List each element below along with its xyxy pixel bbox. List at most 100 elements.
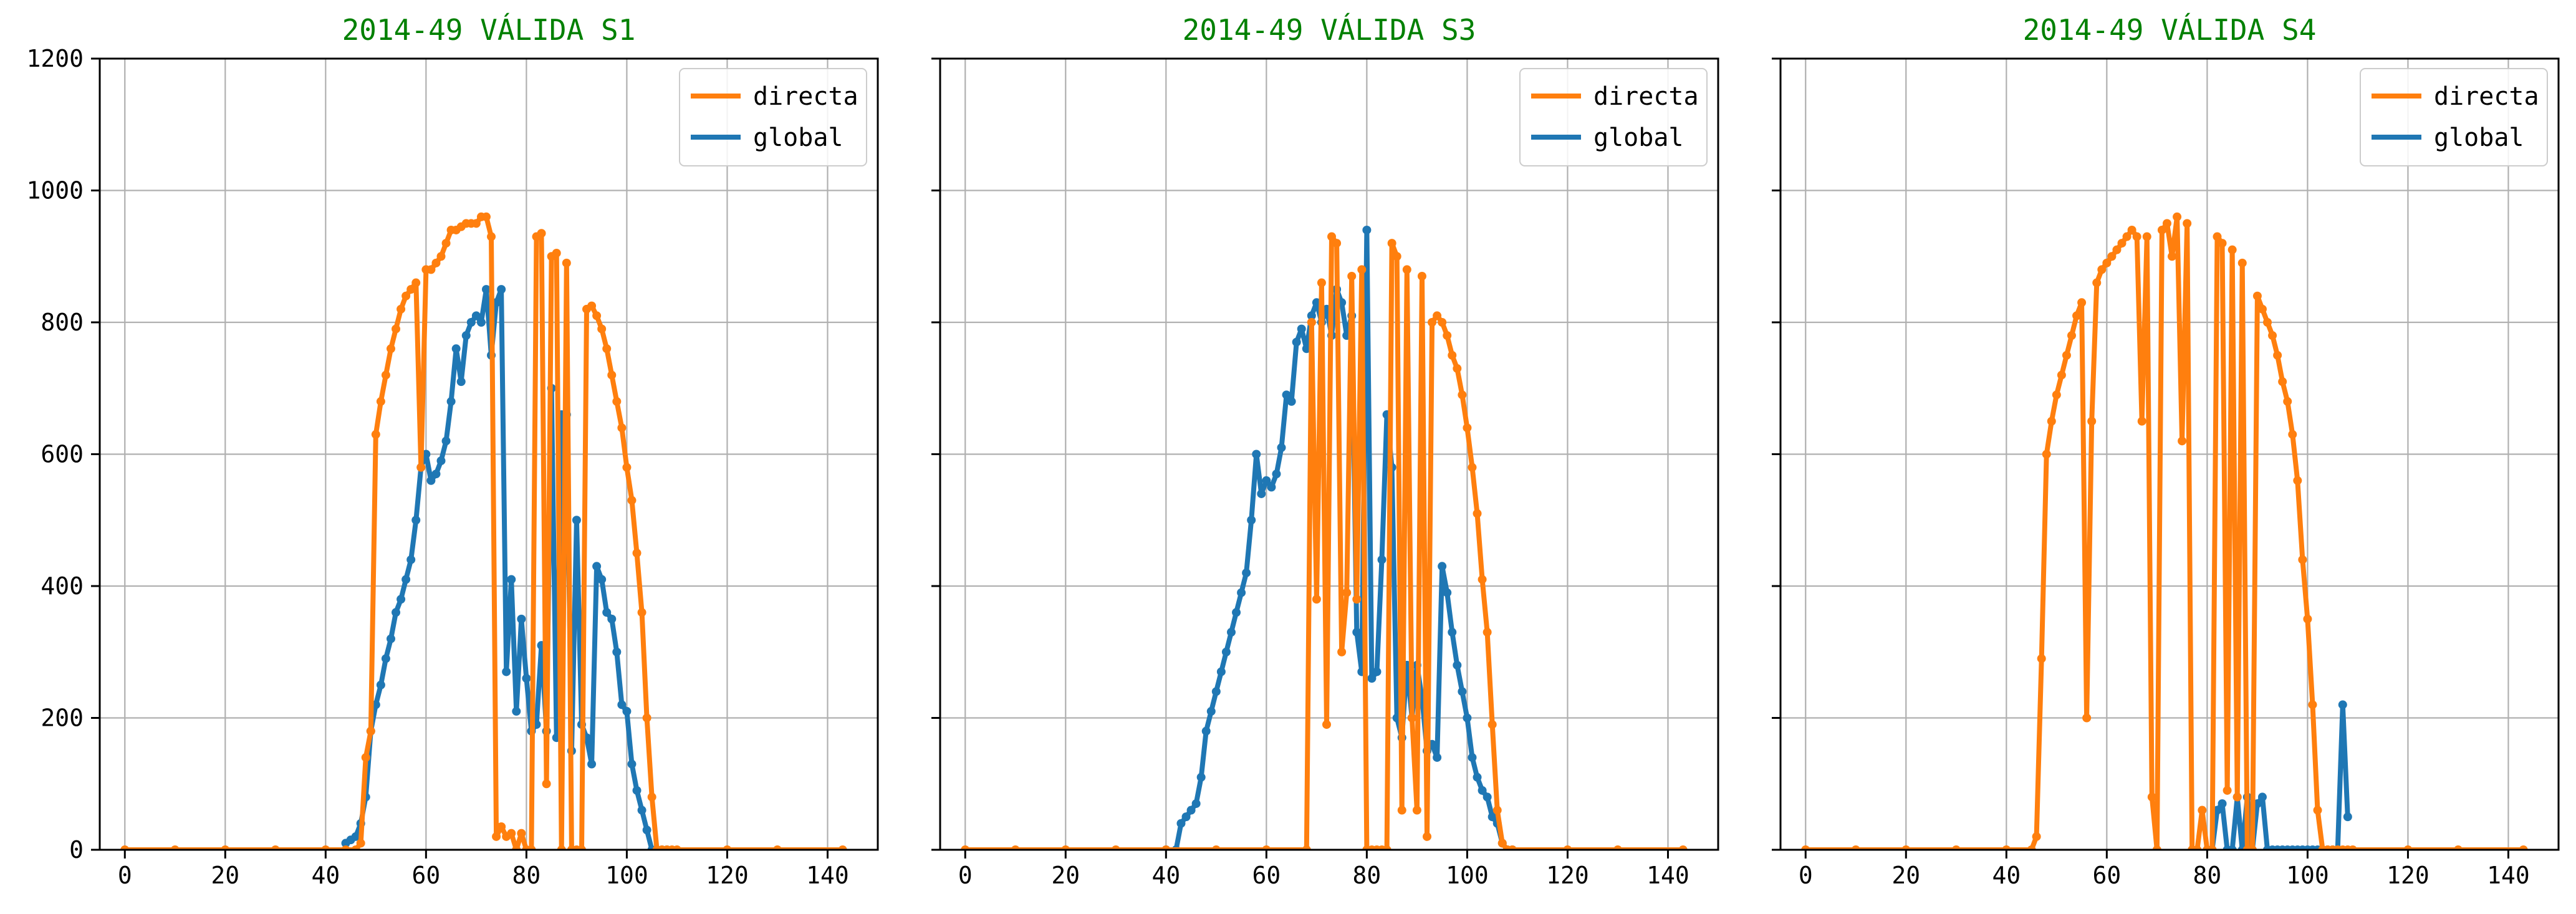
data-point-directa	[1347, 271, 1357, 281]
plot-area	[961, 225, 1688, 850]
data-point-directa	[1492, 806, 1502, 815]
y-tick-label: 800	[41, 309, 84, 336]
data-point-directa	[1453, 364, 1462, 373]
data-point-directa	[512, 845, 521, 850]
data-point-directa	[1678, 845, 1688, 850]
data-point-global	[1448, 628, 1457, 637]
data-point-directa	[1507, 845, 1517, 850]
data-point-directa	[2037, 654, 2046, 663]
data-point-directa	[1402, 265, 1411, 274]
data-point-directa	[637, 608, 646, 617]
data-point-global	[1181, 812, 1191, 822]
data-point-directa	[1317, 278, 1326, 287]
data-point-global	[392, 608, 401, 617]
data-point-directa	[2308, 700, 2317, 710]
data-point-global	[386, 634, 395, 643]
data-point-directa	[366, 726, 375, 736]
chart-title: 2014-49 VÁLIDA S3	[1183, 13, 1476, 47]
data-point-global	[451, 344, 461, 354]
data-point-global	[497, 285, 506, 294]
data-point-directa	[2247, 845, 2257, 850]
data-point-global	[2343, 812, 2352, 822]
data-point-directa	[2208, 845, 2217, 850]
x-tick-label: 20	[211, 862, 239, 889]
data-point-directa	[351, 845, 360, 850]
data-point-directa	[416, 463, 426, 472]
data-point-directa	[632, 549, 642, 558]
data-point-directa	[436, 252, 446, 261]
data-point-global	[381, 654, 390, 663]
data-point-directa	[1438, 318, 1447, 327]
series-line-global	[343, 287, 670, 850]
data-point-global	[1433, 753, 1442, 762]
data-point-directa	[2092, 278, 2102, 287]
data-point-directa	[487, 232, 496, 241]
data-point-directa	[2213, 232, 2222, 241]
data-point-global	[2228, 845, 2237, 850]
data-point-directa	[1337, 647, 1347, 657]
data-point-directa	[1448, 350, 1457, 360]
data-point-directa	[2453, 845, 2463, 850]
data-point-directa	[2072, 311, 2082, 320]
data-point-directa	[602, 344, 612, 354]
data-point-directa	[1211, 845, 1221, 850]
x-tick-label: 60	[1252, 862, 1281, 889]
x-tick-label: 20	[1891, 862, 1920, 889]
data-point-global	[1468, 753, 1477, 762]
data-point-global	[1463, 713, 1472, 723]
data-point-directa	[1463, 423, 1472, 433]
data-point-directa	[2228, 245, 2237, 254]
data-point-global	[1247, 516, 1256, 525]
legend: directa global	[679, 68, 867, 166]
data-point-global	[456, 377, 466, 387]
data-point-directa	[1302, 845, 1311, 850]
data-point-directa	[1433, 311, 1442, 320]
data-point-directa	[2122, 232, 2131, 241]
data-point-directa	[597, 324, 607, 334]
data-point-directa	[386, 344, 395, 354]
data-point-global	[1221, 647, 1231, 657]
data-point-directa	[1322, 720, 1331, 729]
data-point-directa	[2102, 258, 2112, 267]
x-tick-label: 0	[1799, 862, 1813, 889]
data-point-global	[1282, 390, 1291, 400]
data-point-directa	[537, 229, 546, 238]
data-point-global	[1473, 772, 1482, 782]
data-point-directa	[1397, 806, 1406, 815]
data-point-directa	[441, 239, 451, 248]
x-tick-label: 60	[2092, 862, 2121, 889]
x-tick-label: 100	[2286, 862, 2329, 889]
data-point-directa	[2157, 225, 2166, 234]
data-point-directa	[2112, 245, 2122, 254]
data-point-global	[1297, 324, 1306, 334]
data-point-global	[1206, 706, 1216, 716]
data-point-global	[1302, 344, 1311, 354]
chart-title: 2014-49 VÁLIDA S1	[342, 13, 636, 47]
data-point-directa	[1468, 463, 1477, 472]
data-point-directa	[2132, 232, 2141, 241]
y-tick-label: 1000	[26, 177, 84, 204]
data-point-global	[632, 786, 642, 795]
data-point-directa	[838, 845, 847, 850]
data-point-directa	[2042, 450, 2051, 459]
data-point-directa	[2142, 232, 2151, 241]
data-point-directa	[2057, 370, 2066, 380]
x-tick-label: 40	[311, 862, 340, 889]
data-point-directa	[1312, 595, 1321, 604]
data-point-directa	[2223, 786, 2232, 795]
data-point-global	[1292, 337, 1301, 347]
data-point-global	[461, 331, 471, 340]
data-point-directa	[396, 304, 406, 314]
data-point-directa	[961, 845, 970, 850]
data-point-global	[1483, 792, 1492, 802]
data-point-global	[1252, 450, 1261, 459]
data-point-global	[1186, 806, 1196, 815]
data-point-global	[627, 759, 637, 769]
data-point-directa	[527, 845, 536, 850]
data-point-directa	[1851, 845, 1860, 850]
plot-area	[120, 212, 847, 850]
data-point-global	[1196, 772, 1206, 782]
data-point-directa	[2173, 212, 2182, 221]
data-point-global	[1458, 687, 1467, 696]
